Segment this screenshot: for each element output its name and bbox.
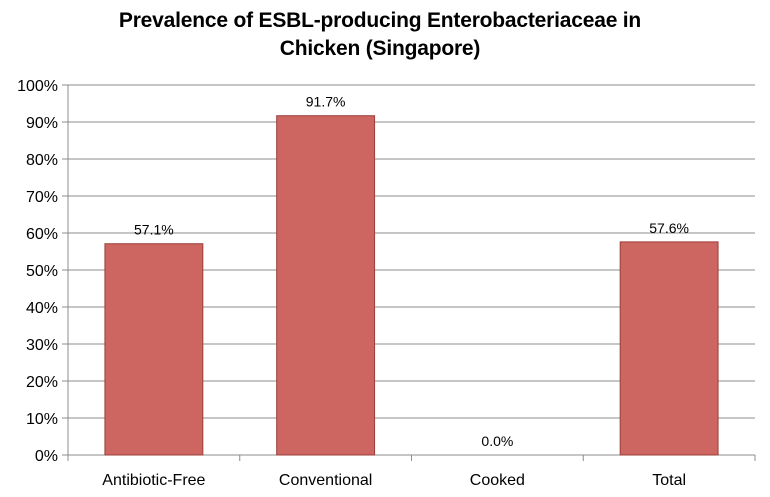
bar (104, 243, 204, 456)
y-tick-label: 40% (26, 300, 58, 317)
y-tick-label: 50% (26, 263, 58, 280)
chart-title-line-2: Chicken (Singapore) (279, 37, 481, 60)
bar (619, 241, 719, 456)
x-category-label: Cooked (470, 472, 525, 489)
y-tick-label: 70% (26, 189, 58, 206)
data-label: 57.1% (134, 222, 174, 238)
y-tick-label: 60% (26, 226, 58, 243)
y-tick-label: 10% (26, 411, 58, 428)
bar (276, 115, 376, 456)
y-tick-label: 80% (26, 152, 58, 169)
data-label: 57.6% (649, 220, 689, 236)
data-label: 0.0% (481, 433, 513, 449)
x-category-label: Total (652, 472, 686, 489)
y-tick-label: 30% (26, 337, 58, 354)
x-category-label: Antibiotic-Free (102, 472, 205, 489)
x-category-label: Conventional (279, 472, 372, 489)
chart-title-line-1: Prevalence of ESBL-producing Enterobacte… (118, 9, 642, 32)
y-tick-label: 100% (17, 78, 58, 95)
data-label: 91.7% (306, 94, 346, 110)
y-tick-label: 0% (35, 448, 58, 465)
y-tick-label: 20% (26, 374, 58, 391)
y-tick-label: 90% (26, 115, 58, 132)
